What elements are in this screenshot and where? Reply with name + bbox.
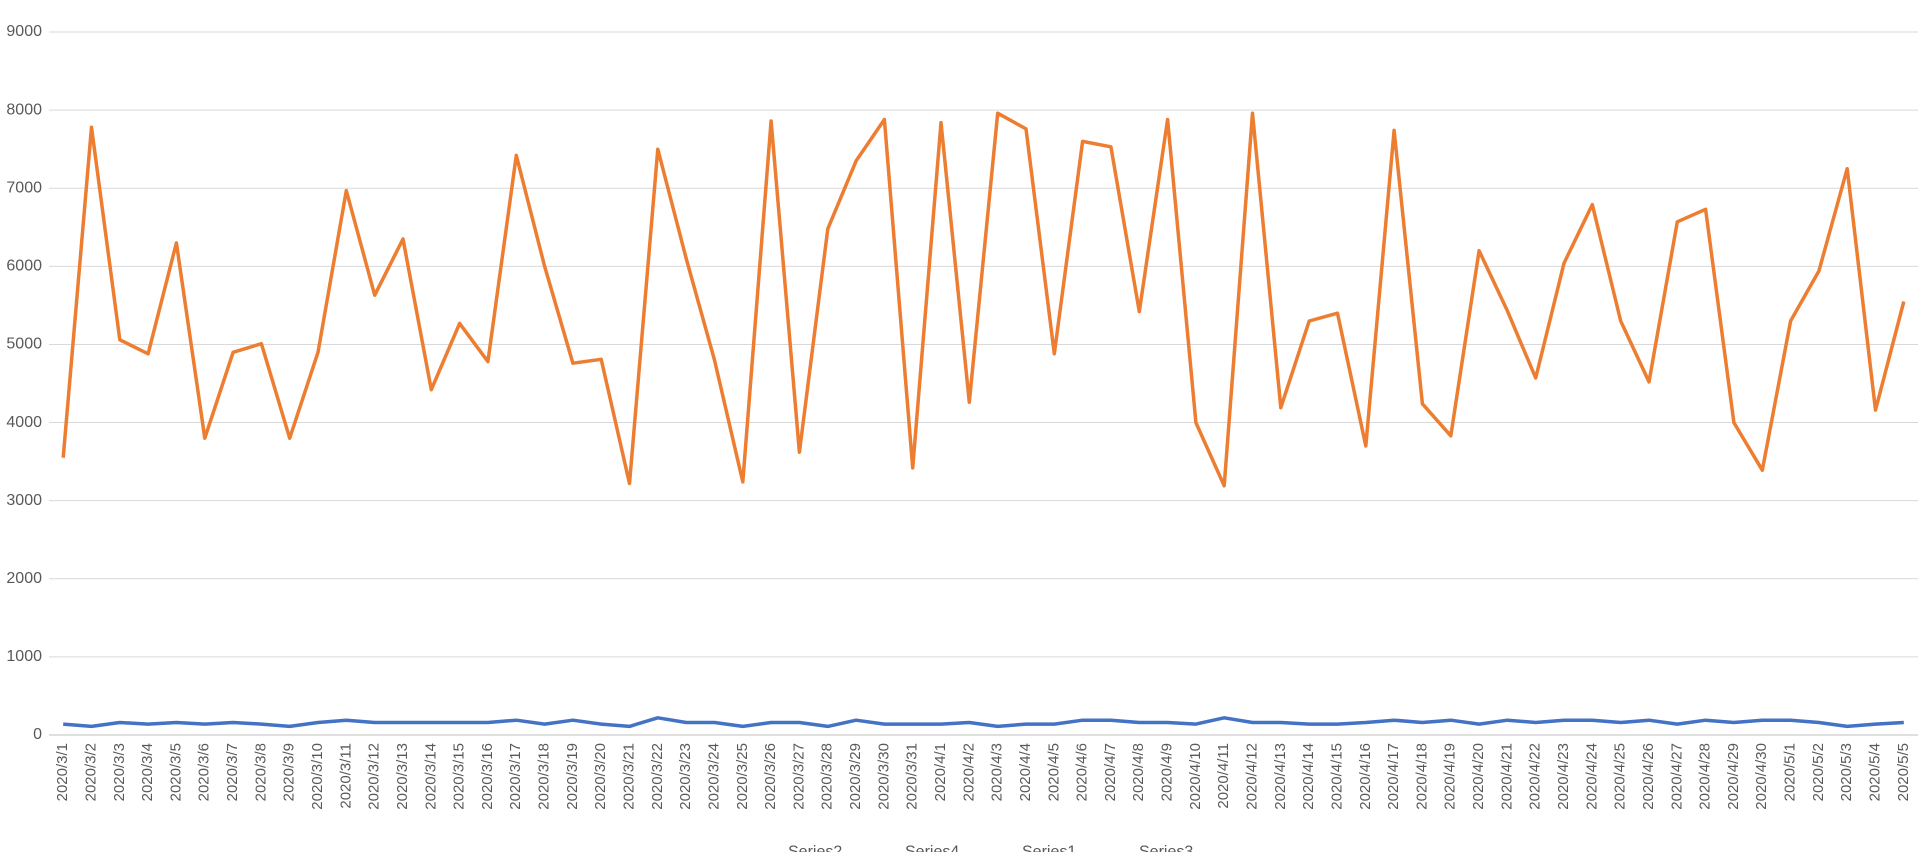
x-tick-label: 2020/4/22 bbox=[1527, 743, 1544, 810]
x-tick-label: 2020/4/25 bbox=[1612, 743, 1629, 810]
x-tick-label: 2020/4/18 bbox=[1413, 743, 1430, 810]
x-tick-label: 2020/3/7 bbox=[224, 743, 241, 801]
x-tick-label: 2020/3/29 bbox=[847, 743, 864, 810]
x-tick-label: 2020/4/28 bbox=[1697, 743, 1714, 810]
x-tick-label: 2020/5/2 bbox=[1810, 743, 1827, 801]
legend-label: Series2 bbox=[788, 843, 842, 852]
x-tick-label: 2020/3/13 bbox=[394, 743, 411, 810]
x-tick-label: 2020/3/15 bbox=[451, 743, 468, 810]
series-line bbox=[63, 716, 1904, 729]
x-tick-label: 2020/4/4 bbox=[1017, 743, 1034, 801]
x-tick-label: 2020/3/22 bbox=[649, 743, 666, 810]
x-tick-label: 2020/4/5 bbox=[1045, 743, 1062, 801]
x-tick-label: 2020/4/10 bbox=[1187, 743, 1204, 810]
y-tick-label: 5000 bbox=[6, 336, 42, 353]
x-tick-label: 2020/3/18 bbox=[536, 743, 553, 810]
x-tick-label: 2020/4/12 bbox=[1243, 743, 1260, 810]
x-tick-label: 2020/3/16 bbox=[479, 743, 496, 810]
x-tick-label: 2020/5/4 bbox=[1866, 743, 1883, 801]
x-tick-label: 2020/3/28 bbox=[819, 743, 836, 810]
x-tick-label: 2020/3/21 bbox=[620, 743, 637, 810]
x-tick-label: 2020/3/2 bbox=[82, 743, 99, 801]
x-tick-label: 2020/5/5 bbox=[1895, 743, 1912, 801]
x-tick-label: 2020/3/11 bbox=[337, 743, 354, 809]
x-tick-label: 2020/4/20 bbox=[1470, 743, 1487, 810]
x-tick-label: 2020/3/8 bbox=[252, 743, 269, 801]
x-tick-label: 2020/3/14 bbox=[422, 743, 439, 810]
x-tick-label: 2020/3/24 bbox=[705, 743, 722, 810]
x-tick-label: 2020/3/4 bbox=[139, 743, 156, 801]
x-tick-label: 2020/3/6 bbox=[196, 743, 213, 801]
x-tick-label: 2020/4/15 bbox=[1328, 743, 1345, 810]
x-tick-label: 2020/4/17 bbox=[1385, 743, 1402, 810]
legend-label: Series4 bbox=[905, 843, 959, 852]
x-tick-label: 2020/3/23 bbox=[677, 743, 694, 810]
x-tick-label: 2020/5/3 bbox=[1838, 743, 1855, 801]
x-tick-label: 2020/3/19 bbox=[564, 743, 581, 810]
x-tick-label: 2020/4/30 bbox=[1753, 743, 1770, 810]
x-tick-label: 2020/4/21 bbox=[1498, 743, 1515, 810]
x-tick-label: 2020/3/31 bbox=[904, 743, 921, 810]
y-tick-label: 3000 bbox=[6, 492, 42, 509]
x-tick-label: 2020/4/3 bbox=[989, 743, 1006, 801]
x-tick-label: 2020/3/30 bbox=[875, 743, 892, 810]
x-tick-label: 2020/3/12 bbox=[366, 743, 383, 810]
y-tick-label: 2000 bbox=[6, 570, 42, 587]
x-tick-label: 2020/4/23 bbox=[1555, 743, 1572, 810]
x-tick-label: 2020/4/24 bbox=[1583, 743, 1600, 810]
y-tick-label: 1000 bbox=[6, 648, 42, 665]
x-tick-label: 2020/4/2 bbox=[960, 743, 977, 801]
x-tick-label: 2020/4/29 bbox=[1725, 743, 1742, 810]
x-tick-label: 2020/4/16 bbox=[1357, 743, 1374, 810]
x-tick-label: 2020/4/13 bbox=[1272, 743, 1289, 810]
x-tick-label: 2020/4/1 bbox=[932, 743, 949, 801]
x-tick-label: 2020/4/9 bbox=[1159, 743, 1176, 801]
x-tick-label: 2020/4/8 bbox=[1130, 743, 1147, 801]
x-tick-label: 2020/4/14 bbox=[1300, 743, 1317, 810]
x-tick-label: 2020/3/20 bbox=[592, 743, 609, 810]
x-tick-label: 2020/4/27 bbox=[1668, 743, 1685, 810]
y-tick-label: 0 bbox=[33, 726, 42, 743]
x-tick-label: 2020/3/10 bbox=[309, 743, 326, 810]
x-tick-label: 2020/3/17 bbox=[507, 743, 524, 810]
x-tick-label: 2020/3/25 bbox=[734, 743, 751, 810]
x-tick-label: 2020/4/26 bbox=[1640, 743, 1657, 810]
x-tick-label: 2020/4/19 bbox=[1442, 743, 1459, 810]
legend-label: Series1 bbox=[1022, 843, 1076, 852]
y-tick-label: 6000 bbox=[6, 258, 42, 275]
x-tick-label: 2020/3/5 bbox=[167, 743, 184, 801]
y-tick-label: 4000 bbox=[6, 414, 42, 431]
y-tick-label: 8000 bbox=[6, 101, 42, 118]
legend-label: Series3 bbox=[1139, 843, 1193, 852]
y-tick-label: 7000 bbox=[6, 179, 42, 196]
x-tick-label: 2020/5/1 bbox=[1782, 743, 1799, 801]
x-tick-label: 2020/3/3 bbox=[111, 743, 128, 801]
x-tick-label: 2020/3/26 bbox=[762, 743, 779, 810]
x-tick-label: 2020/3/27 bbox=[790, 743, 807, 810]
series-line bbox=[61, 111, 1906, 488]
x-tick-label: 2020/4/7 bbox=[1102, 743, 1119, 801]
x-tick-label: 2020/4/11 bbox=[1215, 743, 1232, 809]
x-tick-label: 2020/3/1 bbox=[54, 743, 71, 801]
x-tick-label: 2020/3/9 bbox=[281, 743, 298, 801]
y-tick-label: 9000 bbox=[6, 23, 42, 40]
x-tick-label: 2020/4/6 bbox=[1074, 743, 1091, 801]
